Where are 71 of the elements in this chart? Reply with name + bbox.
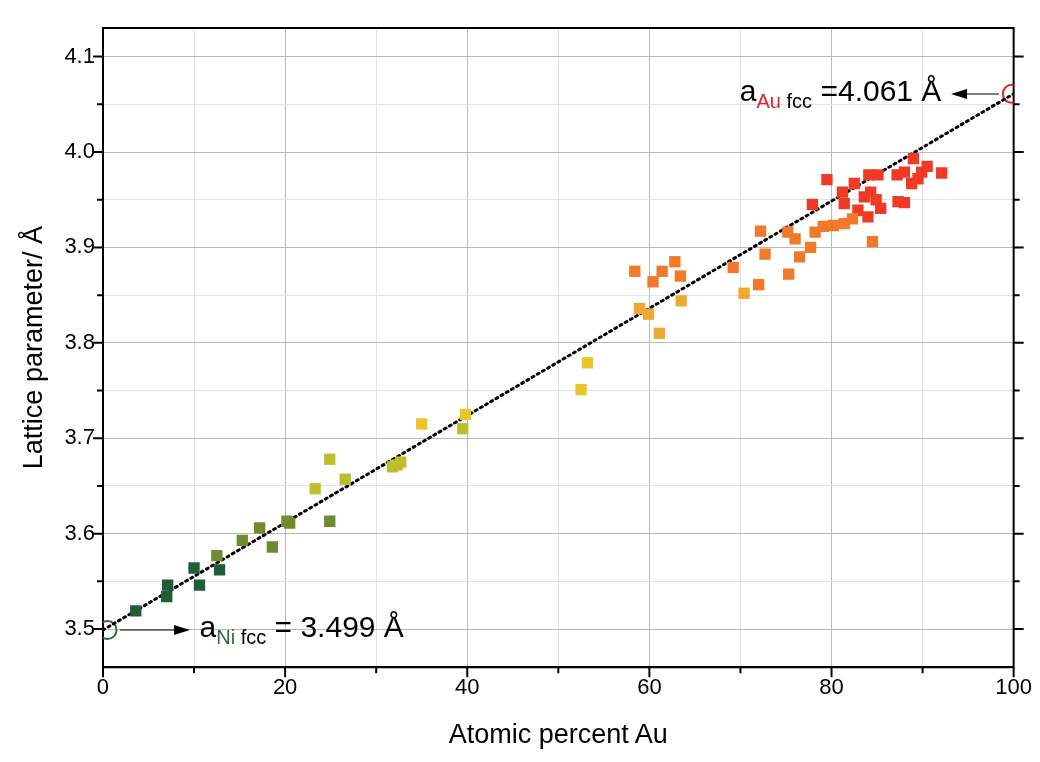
point bbox=[161, 579, 174, 591]
point bbox=[866, 236, 879, 248]
x-tick-label: 0 bbox=[96, 674, 110, 700]
y-tick-label: 3.8 bbox=[64, 328, 95, 354]
point bbox=[457, 423, 469, 435]
point bbox=[674, 270, 686, 282]
point bbox=[936, 167, 948, 179]
point bbox=[653, 327, 666, 339]
x-tick-label: 80 bbox=[819, 674, 844, 700]
point bbox=[213, 564, 226, 576]
point bbox=[806, 198, 819, 211]
point bbox=[211, 549, 223, 562]
point bbox=[253, 522, 266, 534]
point bbox=[862, 211, 874, 223]
point bbox=[161, 590, 173, 603]
point bbox=[324, 453, 336, 465]
point bbox=[836, 186, 849, 198]
annotation: a$_{Ni}$ $_{fcc}$ = 3.499 Å bbox=[199, 610, 404, 649]
y-tick-label: 3.5 bbox=[64, 615, 95, 641]
point bbox=[872, 169, 884, 181]
annotation: a$_{Au}$ $_{fcc}$ =4.061 Å bbox=[739, 74, 942, 113]
point bbox=[266, 541, 279, 553]
point bbox=[821, 174, 833, 186]
point bbox=[898, 166, 911, 178]
point bbox=[581, 357, 594, 369]
point bbox=[827, 219, 839, 232]
y-tick-label: 3.9 bbox=[64, 233, 95, 259]
point bbox=[416, 418, 428, 430]
point bbox=[907, 153, 920, 165]
point bbox=[656, 265, 668, 277]
point bbox=[793, 251, 806, 263]
point bbox=[727, 261, 739, 274]
point bbox=[324, 515, 336, 527]
point bbox=[738, 287, 750, 299]
text: 4.0 bbox=[64, 138, 95, 164]
point bbox=[848, 177, 860, 190]
point bbox=[675, 295, 687, 307]
point bbox=[647, 276, 659, 288]
x-tick-label: 20 bbox=[272, 674, 298, 700]
point bbox=[188, 562, 200, 574]
point bbox=[916, 166, 928, 178]
point bbox=[789, 233, 801, 245]
point bbox=[339, 473, 351, 485]
point bbox=[459, 408, 472, 421]
point bbox=[838, 197, 850, 210]
point bbox=[754, 225, 767, 237]
point bbox=[395, 456, 407, 468]
point bbox=[858, 191, 870, 203]
x-axis-title: Atomic percent Au bbox=[448, 719, 668, 750]
point bbox=[783, 268, 795, 280]
point bbox=[846, 213, 859, 225]
point bbox=[629, 265, 641, 277]
point bbox=[804, 241, 817, 254]
point bbox=[575, 383, 587, 396]
point bbox=[875, 202, 887, 214]
y-tick-label: 3.6 bbox=[64, 519, 95, 545]
y-tick-label: 3.7 bbox=[64, 424, 95, 450]
point bbox=[669, 256, 681, 268]
point bbox=[309, 483, 321, 495]
x-tick-label: 100 bbox=[995, 674, 1033, 700]
point bbox=[753, 278, 765, 291]
y-axis-title: Lattice parameter/ Å bbox=[16, 226, 48, 470]
point bbox=[898, 196, 911, 209]
point bbox=[236, 534, 248, 546]
x-tick-label: 60 bbox=[637, 674, 662, 700]
y-tick-label: 4.1 bbox=[64, 42, 95, 68]
point bbox=[642, 308, 655, 320]
x-tick-label: 40 bbox=[455, 674, 480, 700]
point bbox=[130, 605, 142, 617]
point bbox=[193, 579, 206, 591]
point bbox=[759, 248, 771, 260]
